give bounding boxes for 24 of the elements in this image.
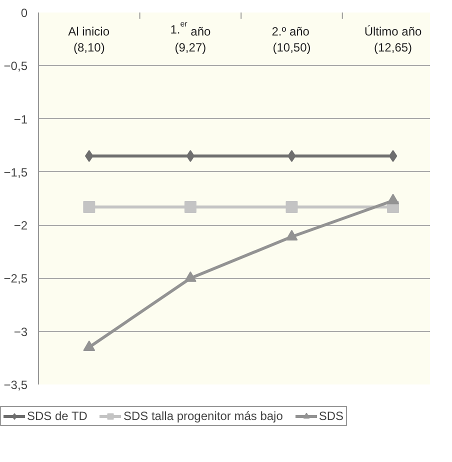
point bbox=[286, 201, 298, 214]
y-tick-label: −2,5 bbox=[4, 272, 28, 286]
x-tick-label: Al inicio (8,10) bbox=[68, 24, 110, 54]
point bbox=[83, 201, 96, 214]
point bbox=[83, 340, 96, 351]
point bbox=[387, 194, 400, 204]
point bbox=[286, 230, 298, 240]
legend-label: SDS de TD bbox=[27, 409, 88, 423]
y-tick-label: −1,5 bbox=[4, 165, 28, 180]
point bbox=[186, 150, 195, 162]
legend-label: SDS talla progenitor más bajo bbox=[123, 409, 283, 423]
x-tick-label: Último año (12,65) bbox=[364, 24, 422, 54]
point bbox=[388, 150, 398, 162]
legend-label: SDS bbox=[318, 409, 344, 423]
y-tick-label: 0 bbox=[20, 6, 28, 20]
y-tick-label: −2 bbox=[14, 218, 28, 233]
x-tick-label: 2.º año (10,50) bbox=[272, 24, 311, 54]
y-tick-label: −0,5 bbox=[4, 59, 28, 74]
point bbox=[84, 150, 94, 162]
y-tick-label: −3,5 bbox=[4, 378, 28, 392]
y-tick-label: −1 bbox=[14, 112, 28, 126]
point bbox=[184, 271, 196, 282]
y-tick-label: −3 bbox=[14, 324, 28, 339]
point bbox=[184, 201, 196, 214]
